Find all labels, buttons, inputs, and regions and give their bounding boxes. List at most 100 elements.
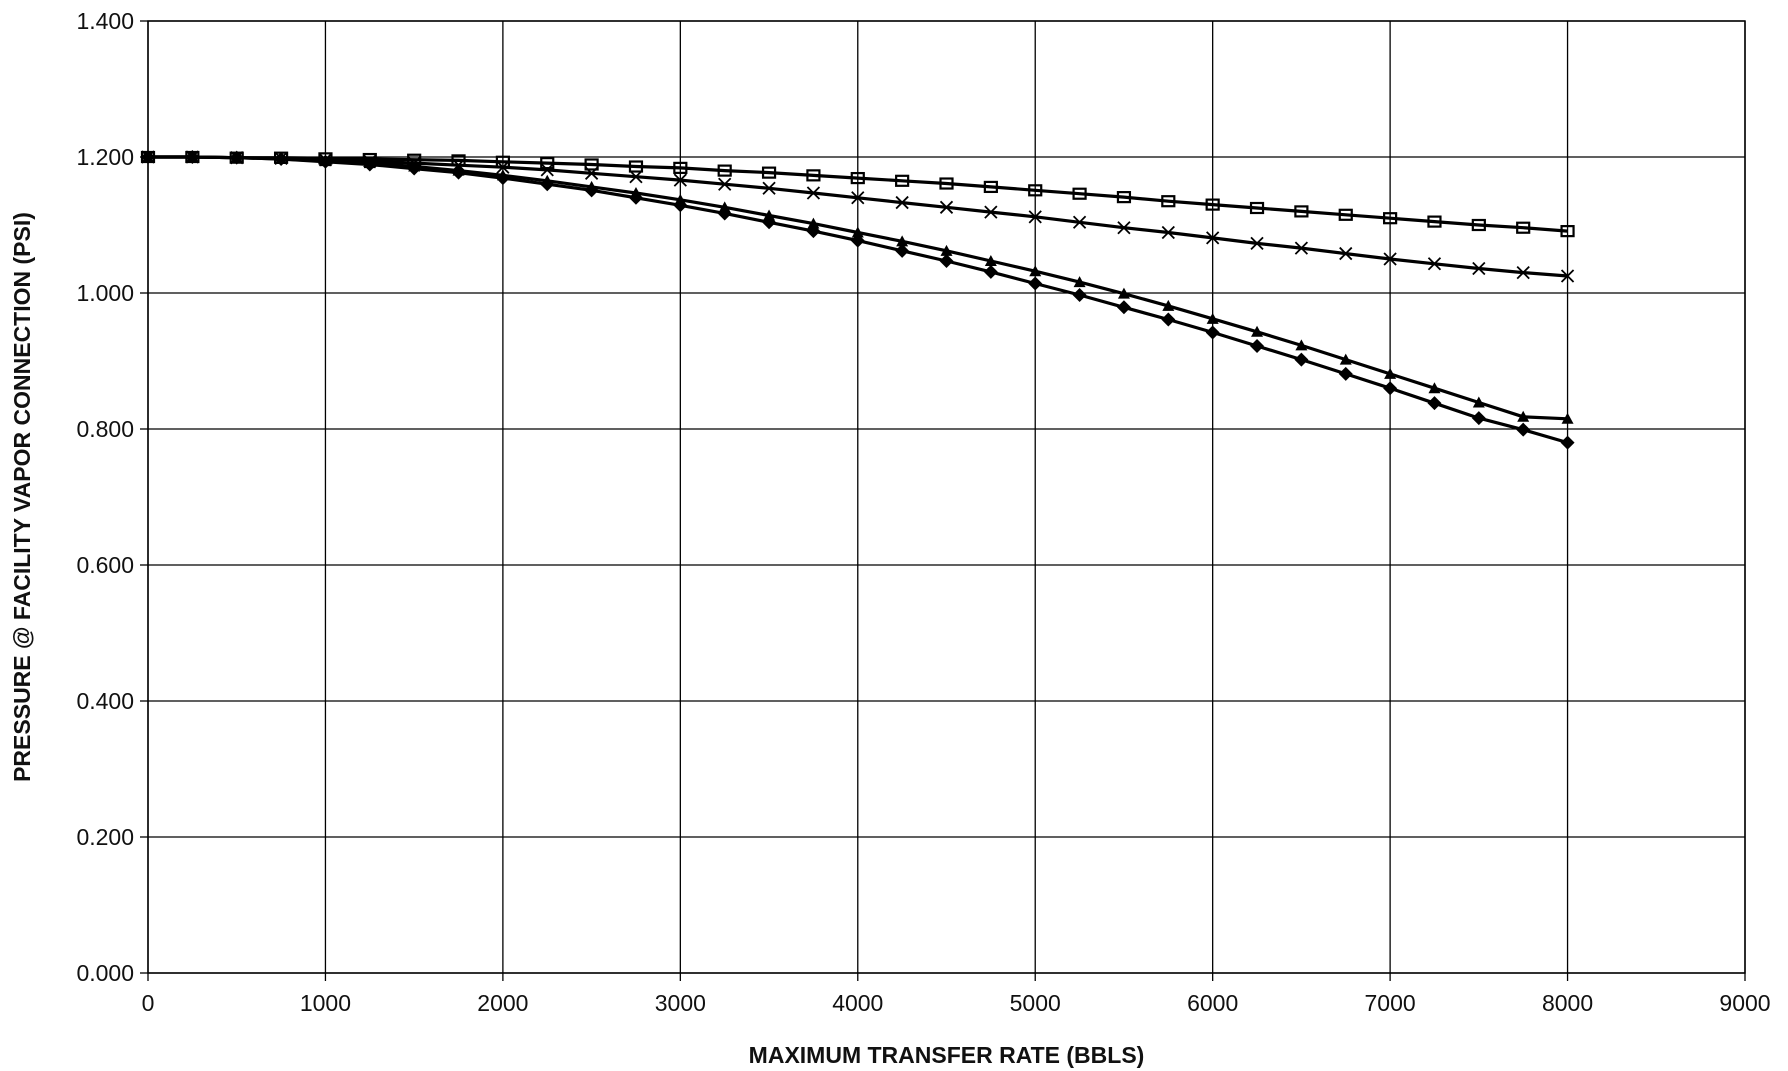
x-axis-tick-labels: 0 1000 2000 3000 4000 5000 6000 7000 8000 9000 — [142, 990, 1771, 1016]
x-tick-label: 2000 — [477, 990, 528, 1016]
data-point-diamond — [1028, 276, 1043, 291]
data-point-x — [718, 177, 732, 191]
data-point-x — [540, 163, 554, 177]
data-point-x — [629, 170, 643, 184]
x-tick-label: 8000 — [1542, 990, 1593, 1016]
data-point-triangle — [1472, 396, 1485, 408]
data-point-x — [1560, 269, 1575, 283]
data-point-square — [1383, 212, 1398, 225]
data-point-diamond — [540, 177, 555, 192]
data-point-x — [1383, 252, 1397, 266]
y-tick-label: 1.200 — [76, 144, 134, 170]
data-point-x — [1516, 265, 1530, 280]
data-point-square — [1516, 221, 1531, 234]
data-point-square — [761, 166, 777, 179]
data-point-diamond — [141, 150, 155, 164]
data-point-diamond — [451, 165, 466, 180]
x-tick-label: 0 — [142, 990, 155, 1016]
data-point-diamond — [1072, 288, 1087, 303]
data-point-diamond — [1427, 396, 1442, 411]
data-point-triangle — [1162, 299, 1175, 311]
x-axis-title: MAXIMUM TRANSFER RATE (BBLS) — [749, 1042, 1145, 1068]
data-point-diamond — [1383, 381, 1398, 396]
data-point-x — [1339, 246, 1353, 261]
data-point-x — [1206, 231, 1220, 245]
data-point-diamond — [806, 224, 821, 239]
data-series — [140, 150, 1575, 450]
data-point-triangle — [1295, 339, 1308, 351]
y-axis-title: PRESSURE @ FACILITY VAPOR CONNECTION (PS… — [9, 212, 35, 782]
data-point-x — [895, 195, 909, 210]
data-point-diamond — [1516, 422, 1531, 437]
data-point-diamond — [1205, 325, 1220, 340]
data-point-diamond — [274, 152, 289, 167]
data-point-triangle — [896, 235, 909, 247]
data-point-x — [1161, 225, 1175, 240]
data-point-square — [584, 158, 599, 171]
data-point-diamond — [850, 233, 865, 248]
data-point-x — [984, 205, 998, 219]
data-point-diamond — [407, 161, 422, 176]
data-point-square — [1161, 195, 1176, 208]
y-tick-label: 0.800 — [76, 416, 134, 442]
data-point-triangle — [807, 217, 820, 229]
x-tick-label: 4000 — [832, 990, 883, 1016]
data-point-triangle — [1073, 276, 1086, 288]
data-point-diamond — [362, 157, 377, 172]
data-point-square — [540, 157, 555, 170]
data-point-diamond — [584, 183, 599, 198]
data-point-triangle — [1428, 382, 1441, 394]
data-point-x — [673, 173, 687, 187]
plot-area-frame — [147, 20, 1746, 974]
data-point-triangle — [1517, 410, 1530, 422]
data-point-x — [584, 166, 599, 180]
data-point-square — [673, 161, 688, 174]
data-point-diamond — [762, 215, 777, 230]
data-point-square — [1205, 198, 1220, 211]
data-point-diamond — [1560, 435, 1575, 450]
data-point-square — [1471, 218, 1486, 232]
data-point-triangle — [763, 209, 776, 221]
data-point-x — [806, 186, 821, 200]
x-tick-label: 6000 — [1187, 990, 1238, 1016]
data-point-x — [1117, 221, 1131, 235]
data-point-diamond — [673, 198, 688, 213]
data-point-diamond — [939, 254, 954, 269]
data-point-diamond — [318, 154, 333, 169]
data-point-triangle — [984, 255, 997, 267]
data-point-square — [1427, 215, 1442, 228]
data-point-triangle — [1117, 287, 1130, 299]
data-point-diamond — [495, 171, 510, 186]
data-point-diamond — [628, 190, 643, 205]
data-point-diamond — [1471, 411, 1486, 426]
data-point-x — [496, 160, 510, 174]
y-tick-label: 0.200 — [76, 824, 134, 850]
data-point-diamond — [717, 206, 732, 221]
data-point-diamond — [229, 150, 244, 165]
data-point-diamond — [1161, 312, 1176, 327]
data-point-square — [717, 164, 732, 177]
data-point-square — [1072, 187, 1087, 200]
data-point-triangle — [1561, 412, 1574, 424]
data-point-diamond — [983, 264, 998, 279]
data-point-square — [806, 169, 821, 182]
data-point-x — [1250, 236, 1264, 250]
data-point-x — [1028, 210, 1042, 224]
data-point-diamond — [185, 150, 200, 164]
data-point-triangle — [1251, 325, 1264, 337]
data-point-square — [1560, 225, 1575, 238]
data-point-square — [1338, 208, 1353, 221]
data-point-square — [1116, 191, 1132, 204]
y-tick-label: 1.000 — [76, 280, 134, 306]
data-point-x — [1294, 241, 1309, 255]
data-point-square — [628, 160, 644, 173]
x-tick-label: 5000 — [1010, 990, 1061, 1016]
x-tick-label: 7000 — [1365, 990, 1416, 1016]
series-line — [148, 155, 1568, 233]
data-point-square — [1249, 201, 1265, 215]
data-point-x — [1072, 215, 1087, 229]
data-point-square — [1028, 184, 1043, 197]
x-tick-label: 1000 — [300, 990, 351, 1016]
